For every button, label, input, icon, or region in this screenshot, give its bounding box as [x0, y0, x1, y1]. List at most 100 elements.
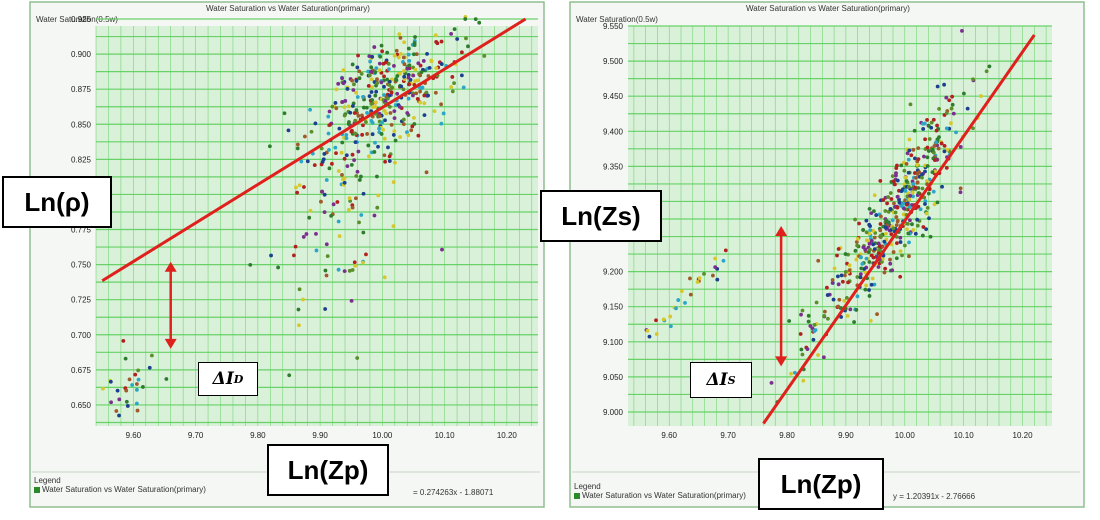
data-point: [934, 140, 939, 145]
data-point: [915, 163, 920, 167]
data-point: [383, 118, 387, 123]
data-point: [386, 61, 391, 66]
data-point: [859, 255, 863, 260]
data-point: [926, 149, 931, 153]
y-tick-label: 9.100: [603, 338, 624, 347]
data-point: [366, 69, 371, 74]
data-point: [395, 91, 400, 96]
data-point: [406, 133, 411, 137]
data-point: [355, 65, 360, 70]
data-point: [858, 272, 863, 276]
left-legend-entry: Water Saturation vs Water Saturation(pri…: [42, 485, 206, 494]
data-point: [930, 147, 935, 152]
data-point: [899, 163, 904, 168]
data-point: [295, 146, 300, 151]
data-point: [301, 235, 306, 239]
data-point: [331, 202, 336, 207]
data-point: [351, 88, 356, 92]
data-point: [380, 49, 385, 54]
data-point: [930, 170, 935, 175]
data-point: [942, 149, 947, 154]
data-point: [811, 337, 816, 342]
regression-line: [762, 34, 1036, 425]
data-point: [872, 282, 877, 287]
data-point: [364, 105, 369, 110]
data-point: [902, 168, 907, 173]
data-point: [923, 137, 927, 142]
data-point: [296, 307, 301, 312]
data-point: [389, 90, 394, 95]
data-point: [134, 382, 139, 386]
data-point: [925, 179, 929, 184]
left-y-axis-label-box: Ln(ρ): [2, 176, 112, 228]
data-point: [978, 94, 983, 98]
data-point: [389, 122, 394, 127]
data-point: [391, 224, 396, 228]
data-point: [406, 75, 411, 80]
data-point: [901, 212, 906, 217]
data-point: [335, 200, 340, 204]
data-point: [368, 59, 373, 64]
data-point: [965, 106, 970, 111]
data-point: [883, 225, 888, 230]
data-point: [124, 399, 129, 404]
data-point: [801, 378, 806, 383]
data-point: [920, 175, 924, 180]
data-point: [907, 240, 911, 245]
data-point: [401, 122, 406, 127]
data-point: [932, 202, 937, 207]
data-point: [339, 150, 344, 155]
data-point: [353, 264, 358, 268]
data-point: [324, 273, 329, 278]
data-point: [904, 179, 909, 183]
data-point: [800, 308, 805, 313]
data-point: [406, 52, 411, 57]
x-tick-label: 9.90: [838, 431, 854, 440]
data-point: [385, 50, 390, 55]
data-point: [117, 397, 122, 402]
data-point: [867, 260, 872, 264]
data-point: [909, 153, 914, 158]
data-point: [415, 97, 420, 101]
data-point: [876, 241, 881, 246]
data-point: [836, 282, 841, 287]
data-point: [945, 147, 950, 152]
data-point: [326, 131, 331, 136]
data-point: [380, 120, 384, 125]
data-point: [866, 250, 871, 255]
data-point: [345, 164, 350, 169]
data-point: [324, 178, 329, 182]
data-point: [888, 257, 892, 262]
data-point: [134, 401, 139, 406]
data-point: [891, 226, 896, 231]
delta-arrow-head-top: [164, 261, 177, 272]
data-point: [902, 243, 907, 248]
data-point: [276, 265, 280, 270]
data-point: [391, 133, 396, 137]
data-point: [832, 266, 837, 271]
data-point: [418, 63, 423, 68]
data-point: [346, 207, 351, 212]
data-point: [885, 201, 889, 206]
data-point: [370, 132, 375, 137]
data-point: [412, 115, 416, 120]
data-point: [367, 94, 372, 99]
right-delta-text: ΔI: [706, 370, 728, 390]
data-point: [402, 62, 407, 67]
data-point: [373, 140, 377, 145]
data-point: [461, 85, 466, 90]
data-point: [382, 78, 386, 83]
data-point: [398, 35, 403, 40]
data-point: [954, 130, 958, 135]
data-point: [379, 132, 384, 136]
data-point: [888, 261, 893, 266]
data-point: [906, 157, 911, 162]
data-point: [364, 252, 368, 257]
data-point: [325, 254, 330, 259]
x-tick-label: 10.00: [895, 431, 916, 440]
data-point: [399, 84, 404, 89]
data-point: [942, 143, 947, 148]
data-point: [379, 43, 384, 48]
data-point: [843, 273, 847, 278]
data-point: [805, 347, 810, 352]
